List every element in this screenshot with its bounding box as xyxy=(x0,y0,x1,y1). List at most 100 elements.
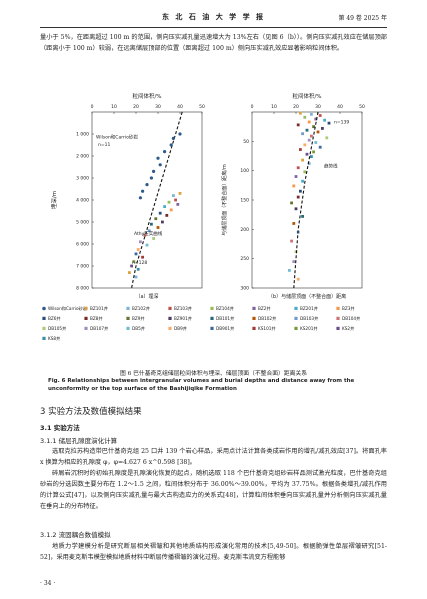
legend-marker xyxy=(210,326,214,330)
legend-label: DB901井 xyxy=(216,325,234,332)
wilson-carrio-point xyxy=(163,150,167,154)
annotation-trend: 趋势线 xyxy=(324,163,338,170)
distance-sample-point xyxy=(305,128,309,132)
legend-marker xyxy=(252,316,256,320)
legend-label: BZ101井 xyxy=(90,305,108,312)
bashijiqike-sample-point xyxy=(163,205,166,208)
distance-sample-point xyxy=(290,201,293,205)
legend-label: BZ901井 xyxy=(174,315,192,322)
legend-marker xyxy=(42,316,46,320)
distance-sample-point xyxy=(299,148,302,151)
legend-label: BZ9井 xyxy=(132,315,145,322)
section-3-1-heading: 3.1 实验方法 xyxy=(40,424,80,432)
annotation-wilson-carrio: Wilson和Carrio砂岩 xyxy=(96,133,138,140)
panel-a-ytick-label: 7 000 xyxy=(76,264,89,270)
bashijiqike-sample-point xyxy=(156,226,160,229)
distance-sample-point xyxy=(307,120,311,124)
panel-b-xtick-label: 20 xyxy=(293,104,299,110)
figure-caption-en: Fig. 6 Relationships between intergranul… xyxy=(48,378,355,392)
distance-sample-point xyxy=(314,117,318,121)
legend-marker xyxy=(336,306,340,310)
distance-sample-point xyxy=(296,166,300,170)
distance-sample-point xyxy=(307,138,311,142)
distance-sample-point xyxy=(312,150,315,154)
distance-sample-point xyxy=(294,207,298,211)
panel-a-xtick-label: 40 xyxy=(177,104,183,110)
panel-b-label: （b）与储层顶面（不整合面）距离 xyxy=(268,293,346,300)
bashijiqike-sample-point xyxy=(161,220,164,224)
section-3-1-2-heading: 3.1.2 流固耦合数值模拟 xyxy=(40,531,111,539)
bashijiqike-sample-point xyxy=(134,252,138,256)
legend-marker xyxy=(126,316,130,320)
distance-sample-point xyxy=(310,155,313,158)
legend-label: DB5井 xyxy=(132,325,145,332)
bashijiqike-sample-point xyxy=(172,194,175,197)
bashijiqike-sample-point xyxy=(128,271,131,274)
distance-sample-point xyxy=(301,158,304,162)
section-3-heading: 3 实验方法及数值模拟结果 xyxy=(40,407,142,417)
figure-6: 粒间体积/% 0 10 20 30 40 50 1 000 2 000 3 000 4 000 5 0… xyxy=(40,88,387,348)
page-number: · 34 · xyxy=(40,580,56,587)
panel-b-xtick-label: 50 xyxy=(359,104,365,110)
wilson-carrio-point xyxy=(145,183,149,187)
bashijiqike-sample-point xyxy=(174,198,177,202)
intro-paragraph: 量小于 5%，在距离超过 100 m 的范围，侧向压实减孔量迅速增大为 13%左… xyxy=(40,34,387,52)
bashijiqike-sample-point xyxy=(176,203,180,206)
panel-a-ytick-label: 2 000 xyxy=(76,154,89,160)
bashijiqike-sample-point xyxy=(130,264,133,268)
wilson-carrio-point xyxy=(152,169,156,173)
wilson-carrio-point xyxy=(169,143,173,147)
panel-a-ytick-label: 4 000 xyxy=(76,198,89,204)
distance-sample-point xyxy=(310,112,313,116)
distance-sample-point xyxy=(296,123,300,127)
bashijiqike-sample-point xyxy=(147,229,151,233)
legend-marker xyxy=(336,326,340,330)
legend-label: BZ102井 xyxy=(132,305,150,312)
bashijiqike-sample-point xyxy=(158,211,162,215)
distance-sample-point xyxy=(303,170,307,174)
legend-marker xyxy=(294,316,298,320)
legend-marker xyxy=(294,306,298,310)
panel-a-xtick-label: 30 xyxy=(155,104,161,110)
panel-b-xtick-label: 40 xyxy=(337,104,343,110)
panel-b-xtick-label: 10 xyxy=(271,104,277,110)
running-header: 东 北 石 油 大 学 学 报 第 49 卷 2025 年 xyxy=(40,12,387,26)
legend-marker xyxy=(168,326,172,330)
wilson-carrio-point xyxy=(149,176,153,180)
legend-marker xyxy=(42,306,46,311)
bashijiqike-sample-point xyxy=(178,192,182,195)
distance-sample-point xyxy=(301,132,304,136)
bashijiqike-sample-point xyxy=(154,217,158,221)
wilson-carrio-point xyxy=(141,189,145,193)
panel-b-xtick-label: 0 xyxy=(251,104,254,110)
legend-label: Wilson和Carrio砂岩 xyxy=(48,305,87,312)
distance-sample-point xyxy=(323,118,326,122)
distance-sample-point xyxy=(305,152,309,156)
legend-marker xyxy=(336,316,340,320)
section-3-1-1-heading: 3.1.1 储层孔隙度演化计算 xyxy=(40,437,118,445)
distance-sample-point xyxy=(290,239,293,243)
distance-sample-point xyxy=(314,141,318,144)
panel-a-ytick-label: 6 000 xyxy=(76,242,89,248)
bashijiqike-sample-point xyxy=(136,248,140,251)
distance-sample-point xyxy=(301,179,304,183)
distance-sample-point xyxy=(299,111,302,115)
panel-b-frame xyxy=(251,111,363,289)
distance-sample-point xyxy=(327,121,331,125)
bashijiqike-sample-point xyxy=(141,255,144,259)
paragraph-3: 地质力学建模分析是研究断层相关褶皱和其他地质结构形成演化常用的技术[5,49-5… xyxy=(40,543,387,561)
panel-a-xtick-label: 0 xyxy=(91,104,94,110)
paragraph-1: 选取克拉苏构造带巴什基奇克组 25 口井 139 个岩心样品，采用点计法计算各类… xyxy=(40,448,387,466)
panel-a-ytick-label: 5 000 xyxy=(76,220,89,226)
legend-label: DB105井 xyxy=(48,325,66,332)
legend-marker xyxy=(84,316,88,320)
distance-sample-point xyxy=(301,215,304,218)
legend-marker xyxy=(168,316,172,320)
annotation-athy: Athy压实曲线 xyxy=(134,230,163,237)
header-rule xyxy=(40,27,387,28)
legend-label: DB101井 xyxy=(216,315,234,322)
distance-sample-point xyxy=(294,175,298,178)
figure-6-svg: 粒间体积/% 0 10 20 30 40 50 1 000 2 000 3 000 4 000 5 0… xyxy=(42,92,365,342)
bashijiqike-sample-point xyxy=(143,233,147,237)
legend-marker xyxy=(42,326,46,330)
